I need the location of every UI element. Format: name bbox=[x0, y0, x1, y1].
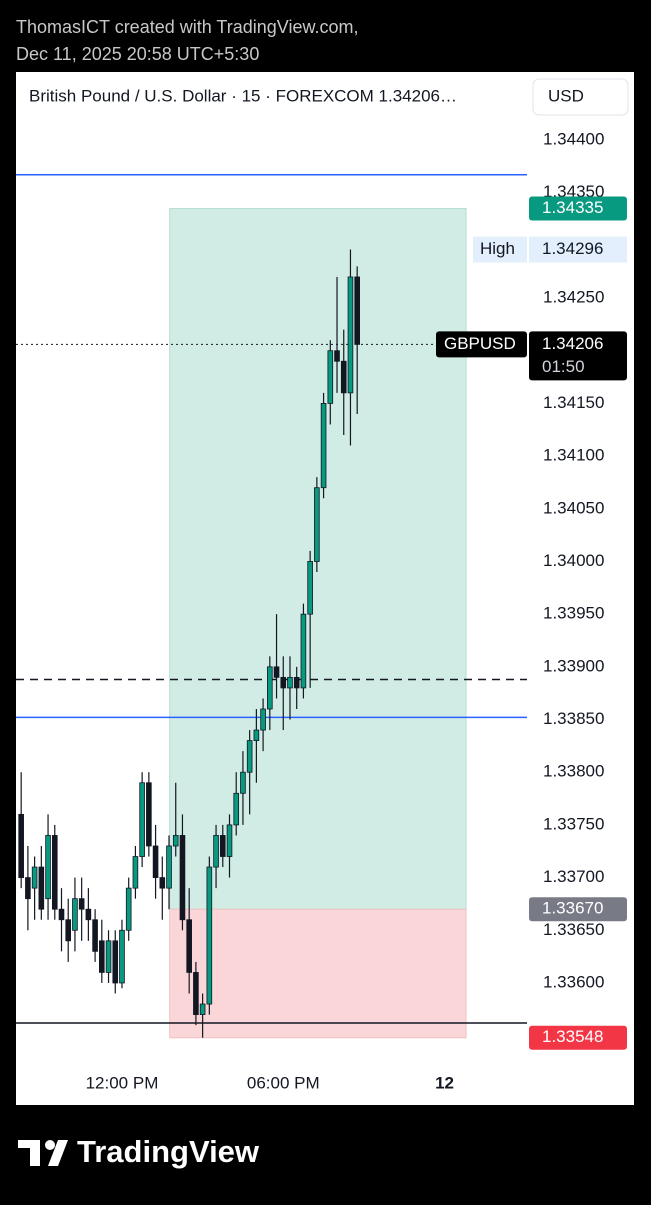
candle-body bbox=[139, 782, 145, 857]
candle-body bbox=[105, 940, 112, 973]
logo-part bbox=[18, 1140, 40, 1148]
y-tick-label: 1.33950 bbox=[543, 604, 604, 623]
plot bbox=[16, 173, 527, 1039]
symbol-tag-bg bbox=[436, 331, 527, 358]
y-tick-label: 1.34350 bbox=[543, 182, 604, 201]
price-label: 1.34335 bbox=[542, 198, 603, 217]
candle-body bbox=[340, 360, 347, 394]
high-tag-bg bbox=[473, 236, 527, 263]
candle-body bbox=[25, 877, 31, 900]
candle-body bbox=[159, 877, 166, 889]
y-tick-label: 1.33750 bbox=[543, 814, 604, 833]
candle-body bbox=[125, 887, 132, 931]
candle-body bbox=[327, 350, 334, 404]
y-tick-label: 1.33600 bbox=[543, 972, 604, 991]
y-tick-label: 1.33900 bbox=[543, 656, 604, 675]
candle-body bbox=[18, 813, 24, 878]
date-line: Dec 11, 2025 20:58 UTC+5:30 bbox=[16, 44, 259, 64]
candle-body bbox=[146, 782, 152, 847]
candle-body bbox=[307, 561, 313, 615]
candle-body bbox=[132, 856, 139, 889]
countdown: 01:50 bbox=[542, 357, 585, 376]
price-label-bg bbox=[529, 1025, 627, 1050]
high-price-bg bbox=[529, 236, 627, 263]
chart-title: British Pound / U.S. Dollar · 15 · FOREX… bbox=[29, 86, 457, 105]
candle-body bbox=[186, 919, 192, 973]
candle-body bbox=[246, 740, 253, 773]
candle-body bbox=[320, 403, 327, 489]
price-label-bg bbox=[529, 196, 627, 221]
high-price: 1.34296 bbox=[542, 239, 603, 258]
candle-body bbox=[119, 929, 125, 984]
candle-body bbox=[199, 1003, 206, 1015]
candle-body bbox=[267, 666, 273, 710]
y-tick-label: 1.34000 bbox=[543, 551, 604, 570]
candle-body bbox=[226, 824, 233, 857]
y-tick-label: 1.33850 bbox=[543, 709, 604, 728]
candle-body bbox=[260, 708, 266, 731]
candle-body bbox=[166, 845, 172, 889]
candle-body bbox=[213, 835, 219, 868]
author-line: ThomasICT created with TradingView.com, bbox=[16, 17, 358, 37]
symbol-tag: GBPUSD bbox=[444, 334, 516, 353]
candle-body bbox=[45, 835, 51, 900]
candle-body bbox=[219, 835, 226, 857]
candle-body bbox=[334, 350, 340, 362]
currency: USD bbox=[548, 86, 584, 105]
y-tick-label: 1.34150 bbox=[543, 393, 604, 412]
candle-body bbox=[253, 729, 260, 742]
candle-body bbox=[112, 940, 119, 984]
candle-body bbox=[99, 940, 105, 973]
candle-body bbox=[31, 866, 38, 889]
logo-part bbox=[30, 1140, 40, 1166]
candle-body bbox=[293, 676, 300, 689]
candle-body bbox=[78, 898, 85, 910]
candle-body bbox=[38, 866, 45, 910]
candle-body bbox=[240, 771, 246, 794]
candle-body bbox=[273, 666, 280, 678]
candle-body bbox=[233, 792, 240, 826]
candle-body bbox=[85, 908, 92, 921]
candle-body bbox=[287, 676, 293, 689]
price-label: 1.33670 bbox=[542, 899, 603, 918]
price-label: 1.33548 bbox=[542, 1027, 603, 1046]
y-tick-label: 1.34400 bbox=[543, 129, 604, 148]
candle-body bbox=[280, 676, 287, 689]
candle-body bbox=[347, 276, 354, 394]
y-tick-label: 1.34050 bbox=[543, 498, 604, 517]
candle-body bbox=[179, 835, 186, 921]
y-tick-label: 1.34100 bbox=[543, 446, 604, 465]
x-tick-label: 12 bbox=[435, 1073, 454, 1092]
candle-body bbox=[152, 845, 159, 878]
logo bbox=[18, 1140, 68, 1166]
x-tick-label: 12:00 PM bbox=[86, 1073, 159, 1092]
y-tick-label: 1.34250 bbox=[543, 288, 604, 307]
y-tick-label: 1.33800 bbox=[543, 762, 604, 781]
candle-body bbox=[51, 835, 58, 910]
logo-part bbox=[48, 1140, 68, 1166]
last-price: 1.34206 bbox=[542, 334, 603, 353]
currency-box bbox=[532, 78, 629, 116]
price-label-bg bbox=[529, 897, 627, 922]
candle-body bbox=[72, 898, 78, 931]
loss-zone bbox=[169, 908, 467, 1039]
y-tick-label: 1.33700 bbox=[543, 867, 604, 886]
brand: TradingView bbox=[77, 1134, 260, 1169]
candle-body bbox=[314, 487, 320, 562]
candle-body bbox=[300, 613, 307, 689]
logo-part bbox=[45, 1140, 55, 1150]
candle-body bbox=[354, 276, 360, 345]
candle-body bbox=[193, 972, 199, 1015]
x-tick-label: 06:00 PM bbox=[247, 1073, 320, 1092]
candle-body bbox=[58, 908, 65, 921]
candle-body bbox=[206, 866, 213, 1005]
high-tag: High bbox=[480, 239, 515, 258]
candle-body bbox=[92, 919, 98, 952]
last-price-bg bbox=[529, 331, 627, 381]
candle-body bbox=[65, 919, 72, 942]
candle-body bbox=[172, 835, 179, 847]
y-tick-label: 1.33650 bbox=[543, 920, 604, 939]
